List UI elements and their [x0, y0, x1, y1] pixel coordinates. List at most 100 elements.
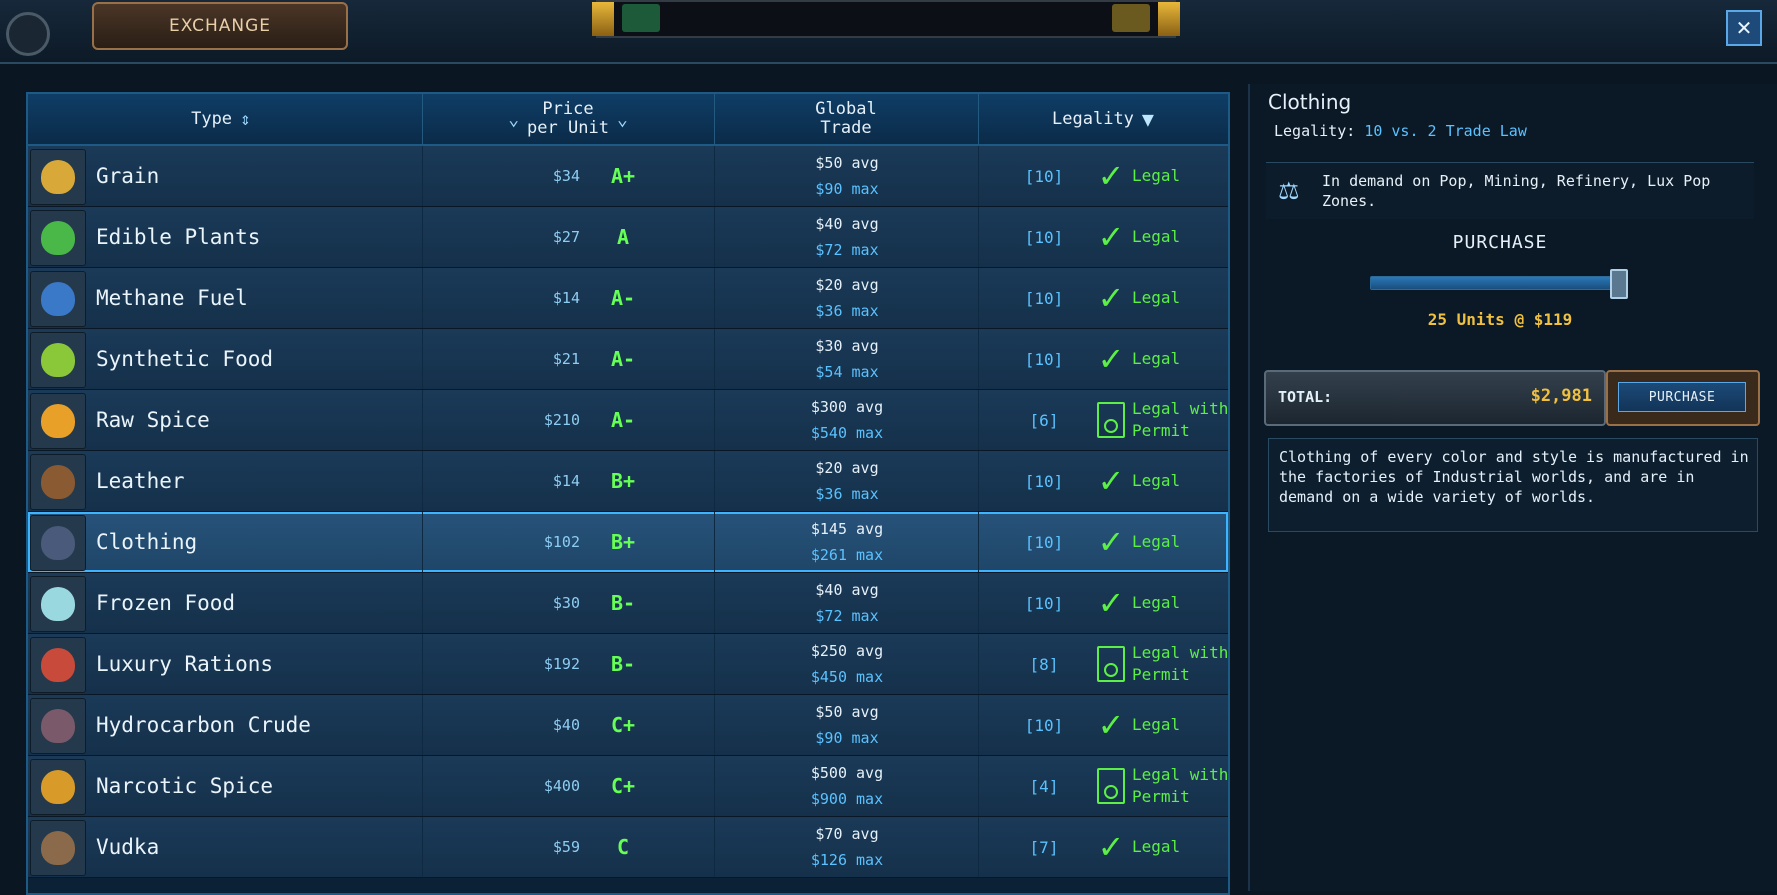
top-center-frame	[592, 0, 1180, 38]
column-divider	[978, 817, 979, 877]
slider-fill	[1371, 277, 1617, 289]
price-grade: C	[616, 835, 630, 859]
legality-count: [10]	[1024, 593, 1064, 613]
legality-count: [7]	[1029, 837, 1059, 857]
table-row[interactable]: Vudka $59 C $70 avg $126 max [7] ✓ Legal	[28, 817, 1228, 878]
column-divider	[422, 268, 423, 328]
table-row[interactable]: Luxury Rations $192 B- $250 avg $450 max [8] L…	[28, 634, 1228, 695]
check-icon: ✓	[1097, 279, 1125, 317]
table-row[interactable]: Raw Spice $210 A- $300 avg $540 max [6] Legal …	[28, 390, 1228, 451]
legality-count: [10]	[1024, 715, 1064, 735]
demand-text: In demand on Pop, Mining, Refinery, Lux …	[1322, 172, 1711, 210]
commodity-shape	[41, 770, 75, 804]
unit-price: $59	[552, 838, 580, 856]
check-icon: ✓	[1097, 584, 1125, 622]
commodity-name: Synthetic Food	[96, 347, 274, 371]
check-icon: ✓	[1097, 462, 1125, 500]
commodity-icon	[30, 637, 86, 693]
sort-down-left-icon[interactable]: ⌄	[508, 108, 520, 130]
commodity-name: Grain	[96, 164, 160, 188]
table-row[interactable]: Frozen Food $30 B- $40 avg $72 max [10] ✓ Legal	[28, 573, 1228, 634]
commodity-icon	[30, 759, 86, 815]
table-row[interactable]: Narcotic Spice $400 C+ $500 avg $900 max [4] L…	[28, 756, 1228, 817]
commodity-shape	[41, 648, 75, 682]
commodity-icon	[30, 393, 86, 449]
column-price[interactable]: ⌄ Price per Unit ⌄	[422, 94, 715, 144]
legality-count: [10]	[1024, 166, 1064, 186]
global-avg: $70 avg	[815, 825, 879, 843]
filter-icon[interactable]: ▼	[1141, 106, 1154, 131]
column-divider	[714, 573, 715, 633]
check-icon: ✓	[1097, 706, 1125, 744]
column-type[interactable]: Type ⇕	[28, 94, 423, 144]
column-legality[interactable]: Legality ▼	[978, 94, 1228, 144]
column-divider	[978, 756, 979, 816]
unit-price: $21	[552, 350, 580, 368]
table-row[interactable]: Methane Fuel $14 A- $20 avg $36 max [10] ✓ Lega…	[28, 268, 1228, 329]
permit-shape	[1097, 402, 1125, 438]
commodity-icon	[30, 820, 86, 876]
price-grade: C+	[610, 713, 636, 737]
settings-gear-icon[interactable]	[6, 12, 50, 56]
description-text: Clothing of every color and style is man…	[1279, 448, 1749, 506]
commodity-name: Vudka	[96, 835, 160, 859]
legality-status: Legal with Permit	[1132, 643, 1229, 684]
close-button[interactable]: ✕	[1726, 10, 1762, 46]
global-max: $900 max	[810, 790, 884, 808]
column-divider	[714, 146, 715, 206]
detail-legality: Legality: 10 vs. 2 Trade Law	[1274, 122, 1527, 140]
commodity-name: Luxury Rations	[96, 652, 274, 676]
unit-price: $400	[543, 777, 580, 795]
legality-count: [10]	[1024, 532, 1064, 552]
table-row[interactable]: Leather $14 B+ $20 avg $36 max [10] ✓ Legal	[28, 451, 1228, 512]
price-grade: A	[616, 225, 630, 249]
unit-price: $34	[552, 167, 580, 185]
commodity-name: Methane Fuel	[96, 286, 248, 310]
quantity-slider[interactable]	[1370, 269, 1628, 299]
demand-box: ⚖ In demand on Pop, Mining, Refinery, Lu…	[1266, 162, 1754, 219]
column-divider	[978, 207, 979, 267]
commodity-name: Narcotic Spice	[96, 774, 274, 798]
global-avg: $40 avg	[815, 581, 879, 599]
commodity-icon	[30, 454, 86, 510]
global-max: $72 max	[815, 241, 879, 259]
column-divider	[422, 451, 423, 511]
commodity-icon	[30, 271, 86, 327]
legality-count: [10]	[1024, 288, 1064, 308]
column-divider	[422, 146, 423, 206]
commodity-shape	[41, 404, 75, 438]
slider-handle[interactable]	[1609, 269, 1628, 299]
table-rows: Grain $34 A+ $50 avg $90 max [10] ✓ Legal Edible…	[28, 146, 1228, 878]
sort-down-right-icon[interactable]: ⌄	[616, 108, 628, 130]
column-global-trade[interactable]: Global Trade	[714, 94, 979, 144]
global-max: $54 max	[815, 363, 879, 381]
permit-icon	[1094, 402, 1128, 438]
global-avg: $20 avg	[815, 459, 879, 477]
column-divider	[714, 451, 715, 511]
table-row[interactable]: Hydrocarbon Crude $40 C+ $50 avg $90 max [10]…	[28, 695, 1228, 756]
column-divider	[422, 817, 423, 877]
table-row[interactable]: Clothing $102 B+ $145 avg $261 max [10] ✓ Legal	[28, 512, 1228, 573]
commodity-shape	[41, 587, 75, 621]
column-divider	[978, 512, 979, 572]
commodity-name: Raw Spice	[96, 408, 210, 432]
detail-title: Clothing	[1268, 90, 1352, 114]
purchase-button[interactable]: PURCHASE	[1618, 382, 1746, 412]
table-row[interactable]: Synthetic Food $21 A- $30 avg $54 max [10] ✓ Le…	[28, 329, 1228, 390]
sort-updown-icon[interactable]: ⇕	[240, 108, 251, 130]
exchange-tab[interactable]: EXCHANGE	[92, 2, 348, 50]
total-value: $2,981	[1530, 386, 1592, 406]
table-row[interactable]: Edible Plants $27 A $40 avg $72 max [10] ✓ Lega…	[28, 207, 1228, 268]
column-divider	[714, 695, 715, 755]
table-row[interactable]: Grain $34 A+ $50 avg $90 max [10] ✓ Legal	[28, 146, 1228, 207]
commodity-icon	[30, 332, 86, 388]
price-grade: A-	[610, 408, 636, 432]
commodity-name: Clothing	[96, 530, 198, 554]
left-portrait-icon[interactable]	[622, 4, 660, 32]
unit-price: $14	[552, 289, 580, 307]
column-divider	[978, 390, 979, 450]
commodity-icon	[30, 576, 86, 632]
right-portrait-icon[interactable]	[1112, 4, 1150, 32]
permit-shape	[1097, 768, 1125, 804]
column-divider	[714, 817, 715, 877]
